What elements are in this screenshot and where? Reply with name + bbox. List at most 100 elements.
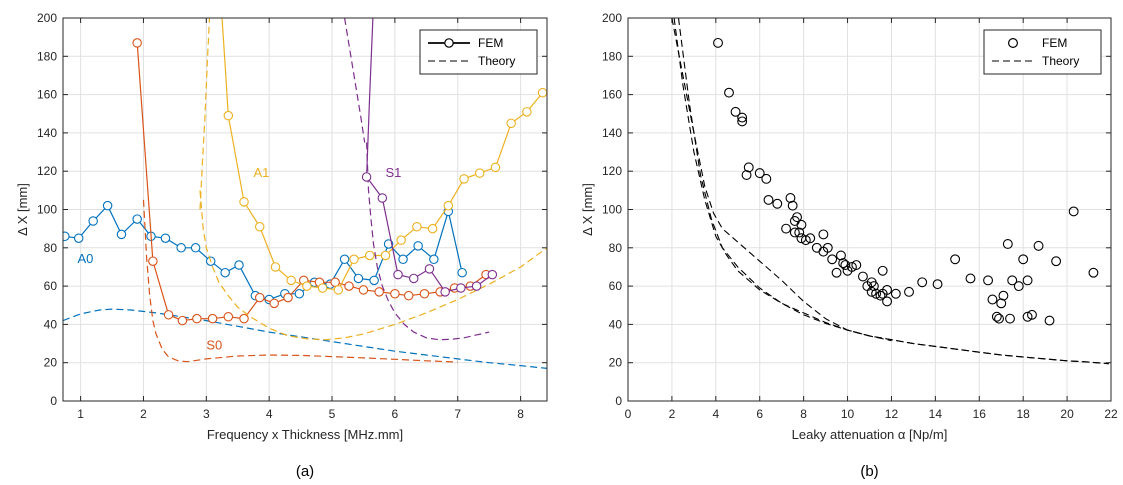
fem-point — [836, 250, 846, 261]
fem-point — [875, 290, 886, 301]
s0-fem-point — [283, 292, 293, 303]
x-tick-label: 0 — [625, 407, 632, 421]
a1-fem-point — [396, 235, 406, 245]
y-tick-label: 60 — [44, 279, 58, 293]
fem-point — [1088, 267, 1099, 278]
y-tick-label: 160 — [602, 88, 622, 102]
s0-fem-point — [254, 292, 265, 303]
y-tick-label: 180 — [602, 49, 622, 63]
a0-fem-point — [116, 229, 127, 240]
fem-point — [1002, 239, 1013, 249]
fem-point — [866, 286, 877, 297]
s0-fem-point — [223, 311, 234, 322]
y-tick-label: 20 — [609, 356, 623, 370]
a0-fem-point — [398, 254, 408, 265]
s1-fem-point — [393, 269, 403, 280]
a1-fem-point — [239, 197, 249, 207]
s0-fem-point — [177, 315, 188, 326]
fem-point — [840, 260, 851, 270]
a0-fem-point — [176, 243, 186, 253]
legend-label-fem: FEM — [1042, 36, 1067, 50]
a1-fem-point — [223, 110, 234, 121]
a0-fem-point — [369, 275, 379, 286]
a0-theory-line — [63, 308, 547, 369]
fem-point — [1022, 311, 1033, 322]
mode-label-s1: S1 — [385, 165, 401, 180]
fem-point — [737, 116, 748, 127]
fem-point — [1027, 309, 1037, 320]
a1-fem-point — [317, 283, 328, 293]
y-tick-label: 100 — [37, 203, 57, 217]
fem-point — [983, 275, 994, 286]
y-tick-label: 200 — [602, 11, 622, 25]
theory-line — [671, 18, 1109, 365]
a1-fem-point — [490, 162, 501, 173]
x-tick-label: 6 — [392, 407, 399, 421]
fem-point — [1005, 313, 1015, 324]
a0-fem-point — [160, 233, 171, 243]
fem-point — [932, 279, 943, 290]
fem-point — [763, 194, 774, 205]
panel-a-chart: 1 2 3 4 5 6 7 8020406080100120140160180200Frequ… — [15, 11, 548, 480]
s0-fem-point — [192, 313, 202, 324]
s0-fem-point — [148, 256, 158, 266]
s0-theory-line — [142, 199, 458, 363]
fem-point — [996, 298, 1007, 309]
a1-fem-point — [302, 281, 312, 291]
s0-fem-point — [374, 287, 384, 297]
x-axis-label: Leaky attenuation α [Np/m] — [792, 427, 948, 442]
x-tick-label: 5 — [329, 407, 336, 421]
fem-point — [1051, 256, 1062, 267]
fem-point — [1013, 281, 1024, 292]
a0-fem-point — [63, 231, 70, 242]
fem-point — [994, 313, 1004, 324]
s0-fem-point — [269, 298, 279, 309]
legend-fem-marker — [1007, 37, 1018, 48]
fem-point — [877, 265, 888, 276]
s0-fem-point — [207, 313, 218, 324]
fem-point — [991, 311, 1002, 322]
x-tick-label: 14 — [929, 407, 943, 421]
a0-fem-point — [353, 273, 364, 284]
fem-point — [781, 223, 792, 234]
a0-fem-point — [234, 260, 244, 270]
fem-point — [1007, 275, 1018, 286]
y-tick-label: 80 — [44, 241, 58, 255]
a1-fem-point — [522, 107, 532, 117]
panel-label: (a) — [296, 463, 314, 480]
y-tick-label: 0 — [50, 394, 57, 408]
fem-point — [882, 296, 893, 307]
s1-fem-point — [471, 281, 482, 291]
y-tick-label: 160 — [37, 88, 57, 102]
axes-box — [627, 17, 1112, 402]
a1-fem-point — [349, 254, 359, 265]
panel-label: (b) — [860, 463, 878, 480]
s0-fem-point — [419, 289, 430, 299]
s1-fem-branch — [366, 18, 374, 177]
y-tick-label: 40 — [44, 317, 58, 331]
fem-point — [890, 288, 901, 299]
a1-fem-point — [333, 285, 344, 295]
s0-fem-point — [390, 289, 400, 299]
s1-theory-branch — [344, 18, 366, 143]
mode-label-a1: A1 — [253, 165, 269, 180]
y-axis-label: Δ X [mm] — [580, 183, 595, 236]
a1-fem-point — [537, 87, 547, 98]
mode-label-a0: A0 — [77, 251, 93, 266]
fem-point — [792, 212, 802, 223]
fem-point — [794, 227, 805, 238]
fem-point — [761, 173, 772, 184]
s0-fem-point — [132, 38, 142, 48]
s0-fem-point — [239, 313, 249, 324]
s0-fem-point — [403, 290, 414, 301]
fem-point — [998, 290, 1009, 301]
series-layer — [63, 18, 547, 369]
legend-box — [983, 29, 1102, 75]
x-axis-label: Frequency x Thickness [MHz.mm] — [207, 427, 403, 442]
y-tick-label: 140 — [37, 126, 57, 140]
fem-point — [987, 294, 998, 305]
a0-fem-point — [429, 254, 439, 265]
legend-label-theory: Theory — [1042, 54, 1079, 68]
fem-point — [851, 260, 862, 270]
fem-point — [822, 242, 833, 253]
